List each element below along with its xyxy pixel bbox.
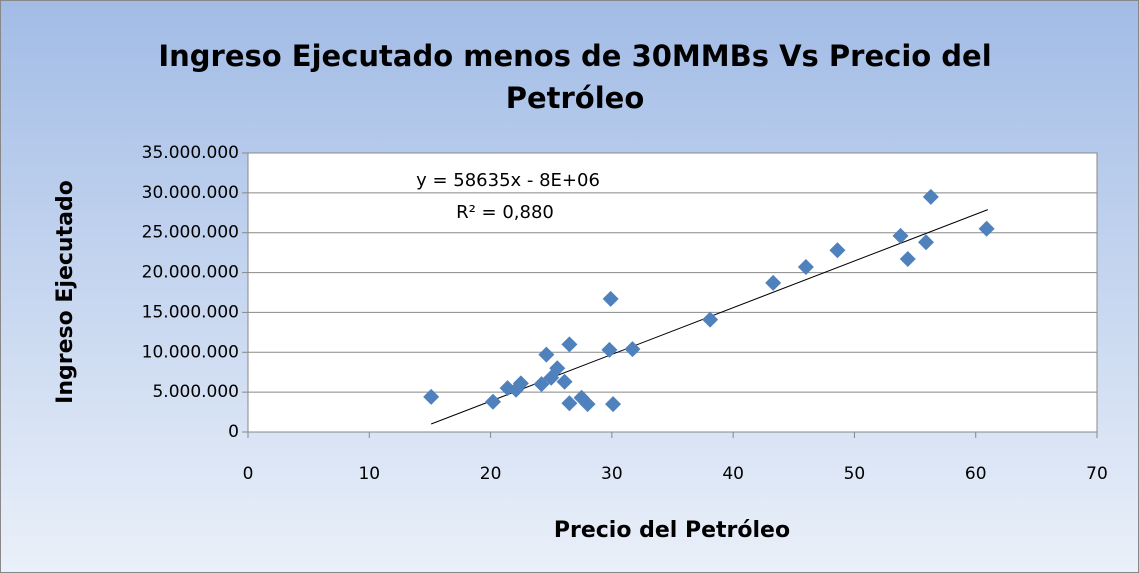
data-point: [702, 311, 719, 328]
y-tick-label: 35.000.000: [142, 143, 239, 163]
y-tick-label: 30.000.000: [142, 183, 239, 203]
data-point: [508, 381, 525, 398]
x-tick-label: 0: [243, 464, 254, 484]
data-point: [533, 376, 550, 393]
data-point: [499, 380, 516, 397]
r-squared: R² = 0,880: [456, 202, 554, 223]
data-point: [797, 258, 814, 275]
x-tick-label: 10: [358, 464, 380, 484]
data-point: [561, 395, 578, 412]
data-point: [538, 346, 555, 363]
y-axis-label: Ingreso Ejecutado: [53, 180, 78, 404]
y-tick-label: 0: [228, 422, 239, 442]
data-point: [605, 396, 622, 413]
data-point: [561, 336, 578, 353]
data-point: [601, 341, 618, 358]
x-axis-label: Precio del Petróleo: [554, 518, 790, 543]
x-tick-label: 50: [844, 464, 866, 484]
data-point: [484, 393, 501, 410]
data-point: [922, 188, 939, 205]
data-point: [624, 341, 641, 358]
x-tick-label: 30: [601, 464, 623, 484]
data-point: [899, 251, 916, 268]
x-tick-label: 40: [722, 464, 744, 484]
data-point: [579, 396, 596, 413]
data-point: [602, 290, 619, 307]
y-tick-label: 15.000.000: [142, 302, 239, 322]
data-point: [892, 227, 909, 244]
y-tick-label: 25.000.000: [142, 223, 239, 243]
x-tick-label: 60: [965, 464, 987, 484]
data-point: [917, 234, 934, 251]
plot-area: [247, 152, 1098, 433]
y-tick-label: 10.000.000: [142, 342, 239, 362]
chart-title: Ingreso Ejecutado menos de 30MMBs Vs Pre…: [158, 39, 991, 115]
data-point: [829, 242, 846, 259]
x-tick-label: 20: [480, 464, 502, 484]
trend-equation: y = 58635x - 8E+06: [416, 170, 600, 191]
data-point: [556, 373, 573, 390]
data-point: [978, 220, 995, 237]
y-tick-label: 20.000.000: [142, 263, 239, 283]
data-point: [765, 274, 782, 291]
y-tick-label: 5.000.000: [152, 382, 239, 402]
data-point: [549, 360, 566, 377]
data-point: [423, 388, 440, 405]
x-tick-label: 70: [1086, 464, 1108, 484]
